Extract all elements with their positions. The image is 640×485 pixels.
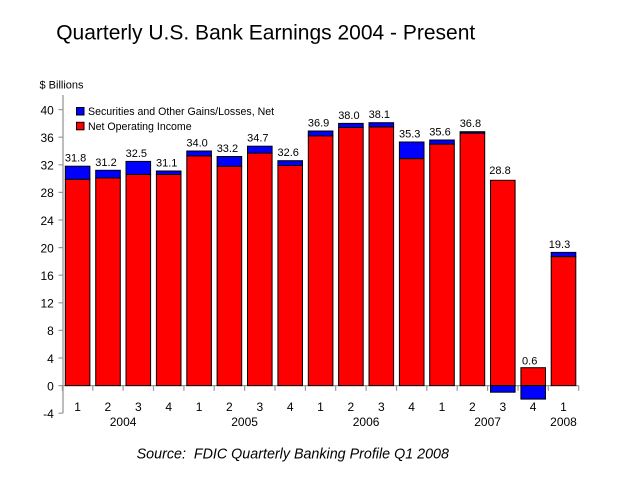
svg-text:0.6: 0.6 <box>522 355 537 367</box>
svg-text:16: 16 <box>40 269 54 283</box>
svg-text:4: 4 <box>165 400 172 414</box>
svg-text:0: 0 <box>47 379 54 393</box>
svg-text:36: 36 <box>40 131 54 145</box>
svg-text:1: 1 <box>196 400 203 414</box>
svg-text:Net Operating Income: Net Operating Income <box>88 121 192 133</box>
svg-text:38.0: 38.0 <box>338 110 359 122</box>
svg-text:36.9: 36.9 <box>308 118 329 130</box>
svg-text:3: 3 <box>135 400 142 414</box>
svg-text:36.8: 36.8 <box>460 118 481 130</box>
svg-text:35.6: 35.6 <box>429 127 450 139</box>
svg-text:4: 4 <box>530 400 537 414</box>
svg-text:2008: 2008 <box>550 415 577 429</box>
svg-text:4: 4 <box>287 400 294 414</box>
svg-text:3: 3 <box>378 400 385 414</box>
svg-text:31.2: 31.2 <box>95 157 116 169</box>
svg-text:8: 8 <box>47 324 54 338</box>
svg-text:2005: 2005 <box>231 415 258 429</box>
svg-text:34.7: 34.7 <box>247 133 268 145</box>
svg-text:32.6: 32.6 <box>277 147 298 159</box>
svg-text:32.5: 32.5 <box>126 148 147 160</box>
svg-text:2: 2 <box>226 400 233 414</box>
svg-text:2: 2 <box>348 400 355 414</box>
svg-text:19.3: 19.3 <box>549 239 570 251</box>
svg-text:1: 1 <box>560 400 567 414</box>
svg-text:Securities and Other Gains/Los: Securities and Other Gains/Losses, Net <box>88 106 274 118</box>
svg-text:Quarterly U.S. Bank Earnings 2: Quarterly U.S. Bank Earnings 2004 - Pres… <box>56 22 475 45</box>
svg-text:3: 3 <box>256 400 263 414</box>
svg-text:2: 2 <box>105 400 112 414</box>
svg-text:31.1: 31.1 <box>156 158 177 170</box>
svg-text:32: 32 <box>40 159 54 173</box>
svg-text:31.8: 31.8 <box>65 153 86 165</box>
svg-text:1: 1 <box>74 400 81 414</box>
svg-text:1: 1 <box>439 400 446 414</box>
svg-text:24: 24 <box>40 214 54 228</box>
svg-text:2: 2 <box>469 400 476 414</box>
svg-text:40: 40 <box>40 103 54 117</box>
svg-text:Source: FDIC Quarterly Bankin: Source: FDIC Quarterly Banking Profile Q… <box>137 446 449 462</box>
svg-text:38.1: 38.1 <box>369 109 390 121</box>
svg-text:28.8: 28.8 <box>489 165 510 177</box>
svg-text:2004: 2004 <box>110 415 137 429</box>
svg-text:2006: 2006 <box>353 415 380 429</box>
svg-text:$ Billions: $ Billions <box>40 80 85 92</box>
svg-text:12: 12 <box>40 297 54 311</box>
svg-text:1: 1 <box>317 400 324 414</box>
svg-text:-4: -4 <box>43 407 54 421</box>
svg-text:4: 4 <box>408 400 415 414</box>
svg-text:3: 3 <box>499 400 506 414</box>
svg-text:34.0: 34.0 <box>186 138 207 150</box>
svg-text:35.3: 35.3 <box>399 129 420 141</box>
svg-text:4: 4 <box>47 352 54 366</box>
svg-text:33.2: 33.2 <box>217 143 238 155</box>
svg-text:20: 20 <box>40 241 54 255</box>
svg-text:28: 28 <box>40 186 54 200</box>
svg-text:2007: 2007 <box>474 415 501 429</box>
